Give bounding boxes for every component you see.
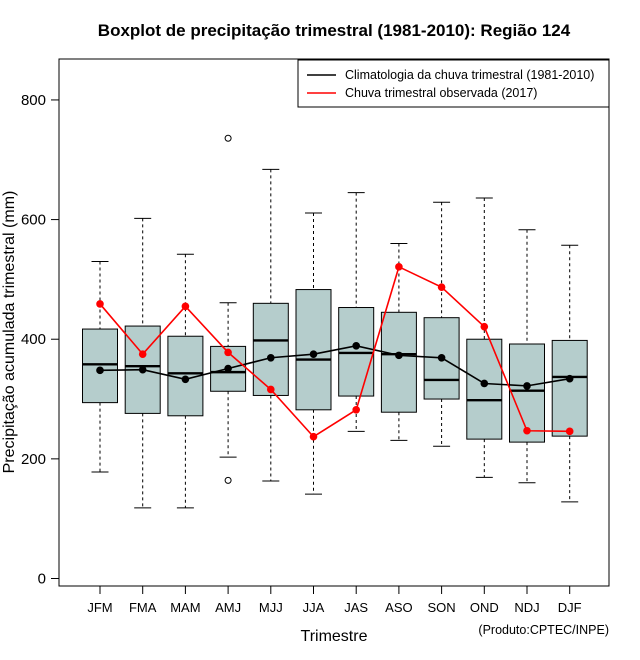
box-iqr: [295, 289, 332, 411]
box-OND: [466, 197, 503, 478]
x-tick-label: MAM: [170, 600, 200, 615]
x-tick-label: AMJ: [215, 600, 241, 615]
x-tick-label: NDJ: [514, 600, 539, 615]
series-observed: [96, 263, 574, 441]
series-point: [267, 353, 275, 362]
series-point: [523, 426, 531, 435]
outlier-point: [224, 476, 232, 484]
series-layer: [96, 263, 574, 441]
y-tick-label: 0: [38, 571, 46, 588]
series-point: [565, 427, 574, 436]
box-iqr: [466, 338, 503, 440]
series-point: [309, 432, 318, 441]
series-line: [99, 344, 570, 387]
series-point: [480, 322, 489, 331]
box-DJF: [551, 244, 588, 503]
series-point: [395, 263, 403, 271]
series-point: [352, 342, 361, 350]
box-JJA: [295, 212, 332, 495]
box-ASO: [380, 243, 417, 441]
series-point: [309, 350, 318, 358]
series-point: [437, 283, 446, 291]
x-tick-label: FMA: [129, 600, 157, 615]
credit-text: (Produto:CPTEC/INPE): [478, 623, 609, 637]
box-SON: [423, 201, 460, 447]
series-point: [437, 353, 446, 362]
x-tick-label: JJA: [303, 600, 325, 615]
box-iqr: [380, 311, 417, 413]
y-tick-label: 800: [21, 92, 46, 109]
x-tick-label: JFM: [87, 600, 112, 615]
series-point: [480, 379, 489, 388]
box-MJJ: [252, 168, 289, 482]
box-iqr: [82, 328, 118, 404]
x-tick-label: MJJ: [259, 600, 283, 615]
y-tick-label: 200: [21, 451, 46, 468]
series-point: [224, 364, 232, 373]
series-line: [99, 265, 570, 438]
x-tick-label: DJF: [558, 600, 582, 615]
x-tick-label: SON: [428, 600, 456, 615]
series-point: [224, 348, 232, 357]
x-axis-label: Trimestre: [301, 628, 368, 645]
box-JFM: [82, 260, 118, 473]
box-iqr: [252, 302, 289, 396]
legend-box: [297, 59, 610, 108]
box-FMA: [124, 217, 161, 509]
series-point: [395, 351, 403, 360]
series-point: [267, 385, 275, 394]
series-point: [96, 300, 104, 308]
x-tick-label: ASO: [385, 600, 412, 615]
boxes-layer: [82, 134, 588, 509]
series-point: [565, 374, 574, 383]
series-point: [181, 302, 190, 311]
plot-frame: [58, 58, 610, 587]
box-NDJ: [509, 229, 545, 484]
series-climatology: [96, 342, 574, 390]
x-tick-label: OND: [470, 600, 499, 615]
series-point: [523, 382, 531, 390]
box-iqr: [551, 339, 588, 437]
legend-label-observed: Chuva trimestral observada (2017): [345, 86, 537, 100]
outlier-point: [224, 134, 232, 142]
series-point: [96, 366, 104, 375]
y-tick-label: 600: [21, 212, 46, 229]
series-point: [138, 365, 147, 374]
legend-label-climatology: Climatologia da chuva trimestral (1981-2…: [345, 68, 594, 82]
box-iqr: [509, 343, 545, 443]
box-AMJ: [210, 134, 247, 484]
series-point: [181, 375, 190, 384]
x-tick-label: JAS: [344, 600, 368, 615]
series-point: [352, 406, 361, 414]
series-point: [138, 350, 147, 358]
y-axis-label: Precipitação acumulada trimestral (mm): [1, 191, 18, 474]
chart-title: Boxplot de precipitação trimestral (1981…: [98, 21, 571, 40]
box-JAS: [338, 192, 375, 432]
y-tick-label: 400: [21, 331, 46, 348]
legend: Climatologia da chuva trimestral (1981-2…: [297, 59, 610, 108]
